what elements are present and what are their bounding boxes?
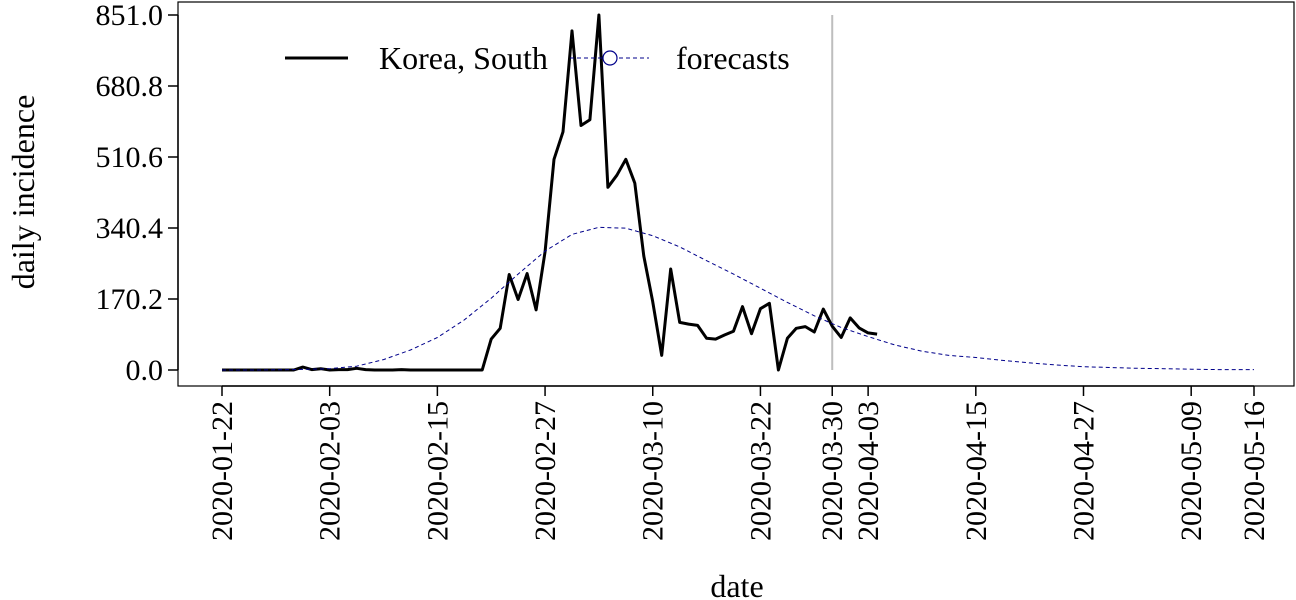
legend: Korea, South forecasts: [285, 40, 790, 76]
y-tick-label-2: 340.4: [96, 212, 164, 245]
y-tick-label-4: 680.8: [96, 70, 164, 103]
y-tick-label-3: 510.6: [96, 141, 164, 174]
x-axis: 2020-01-22 2020-02-03 2020-02-15 2020-02-27…: [206, 386, 1271, 541]
x-axis-title: date: [710, 568, 763, 600]
x-tick-label-3: 2020-02-27: [529, 401, 562, 541]
x-tick-label-6: 2020-03-30: [816, 401, 849, 541]
series-layer: [222, 13, 1254, 372]
x-tick-label-10: 2020-05-09: [1175, 401, 1208, 541]
x-tick-label-1: 2020-02-03: [314, 401, 347, 541]
y-axis-title: daily incidence: [5, 95, 41, 290]
x-tick-label-5: 2020-03-22: [744, 401, 777, 541]
legend-label-forecasts: forecasts: [676, 40, 790, 76]
legend-swatch-forecasts-marker: [602, 50, 618, 66]
x-tick-label-0: 2020-01-22: [206, 401, 239, 541]
series-line-korea-south: [222, 13, 878, 372]
x-tick-label-4: 2020-03-10: [637, 401, 670, 541]
x-tick-label-2: 2020-02-15: [421, 401, 454, 541]
y-axis: 0.0 170.2 340.4 510.6 680.8 851.0: [96, 0, 178, 387]
x-tick-label-9: 2020-04-27: [1067, 401, 1100, 541]
y-tick-label-1: 170.2: [96, 283, 164, 316]
y-tick-label-5: 851.0: [96, 0, 164, 32]
series-line-forecasts: [222, 226, 1254, 371]
y-tick-label-0: 0.0: [126, 354, 164, 387]
x-tick-label-7: 2020-04-03: [852, 401, 885, 541]
x-tick-label-11: 2020-05-16: [1238, 401, 1271, 541]
legend-label-korea-south: Korea, South: [379, 40, 548, 76]
x-tick-label-8: 2020-04-15: [960, 401, 993, 541]
